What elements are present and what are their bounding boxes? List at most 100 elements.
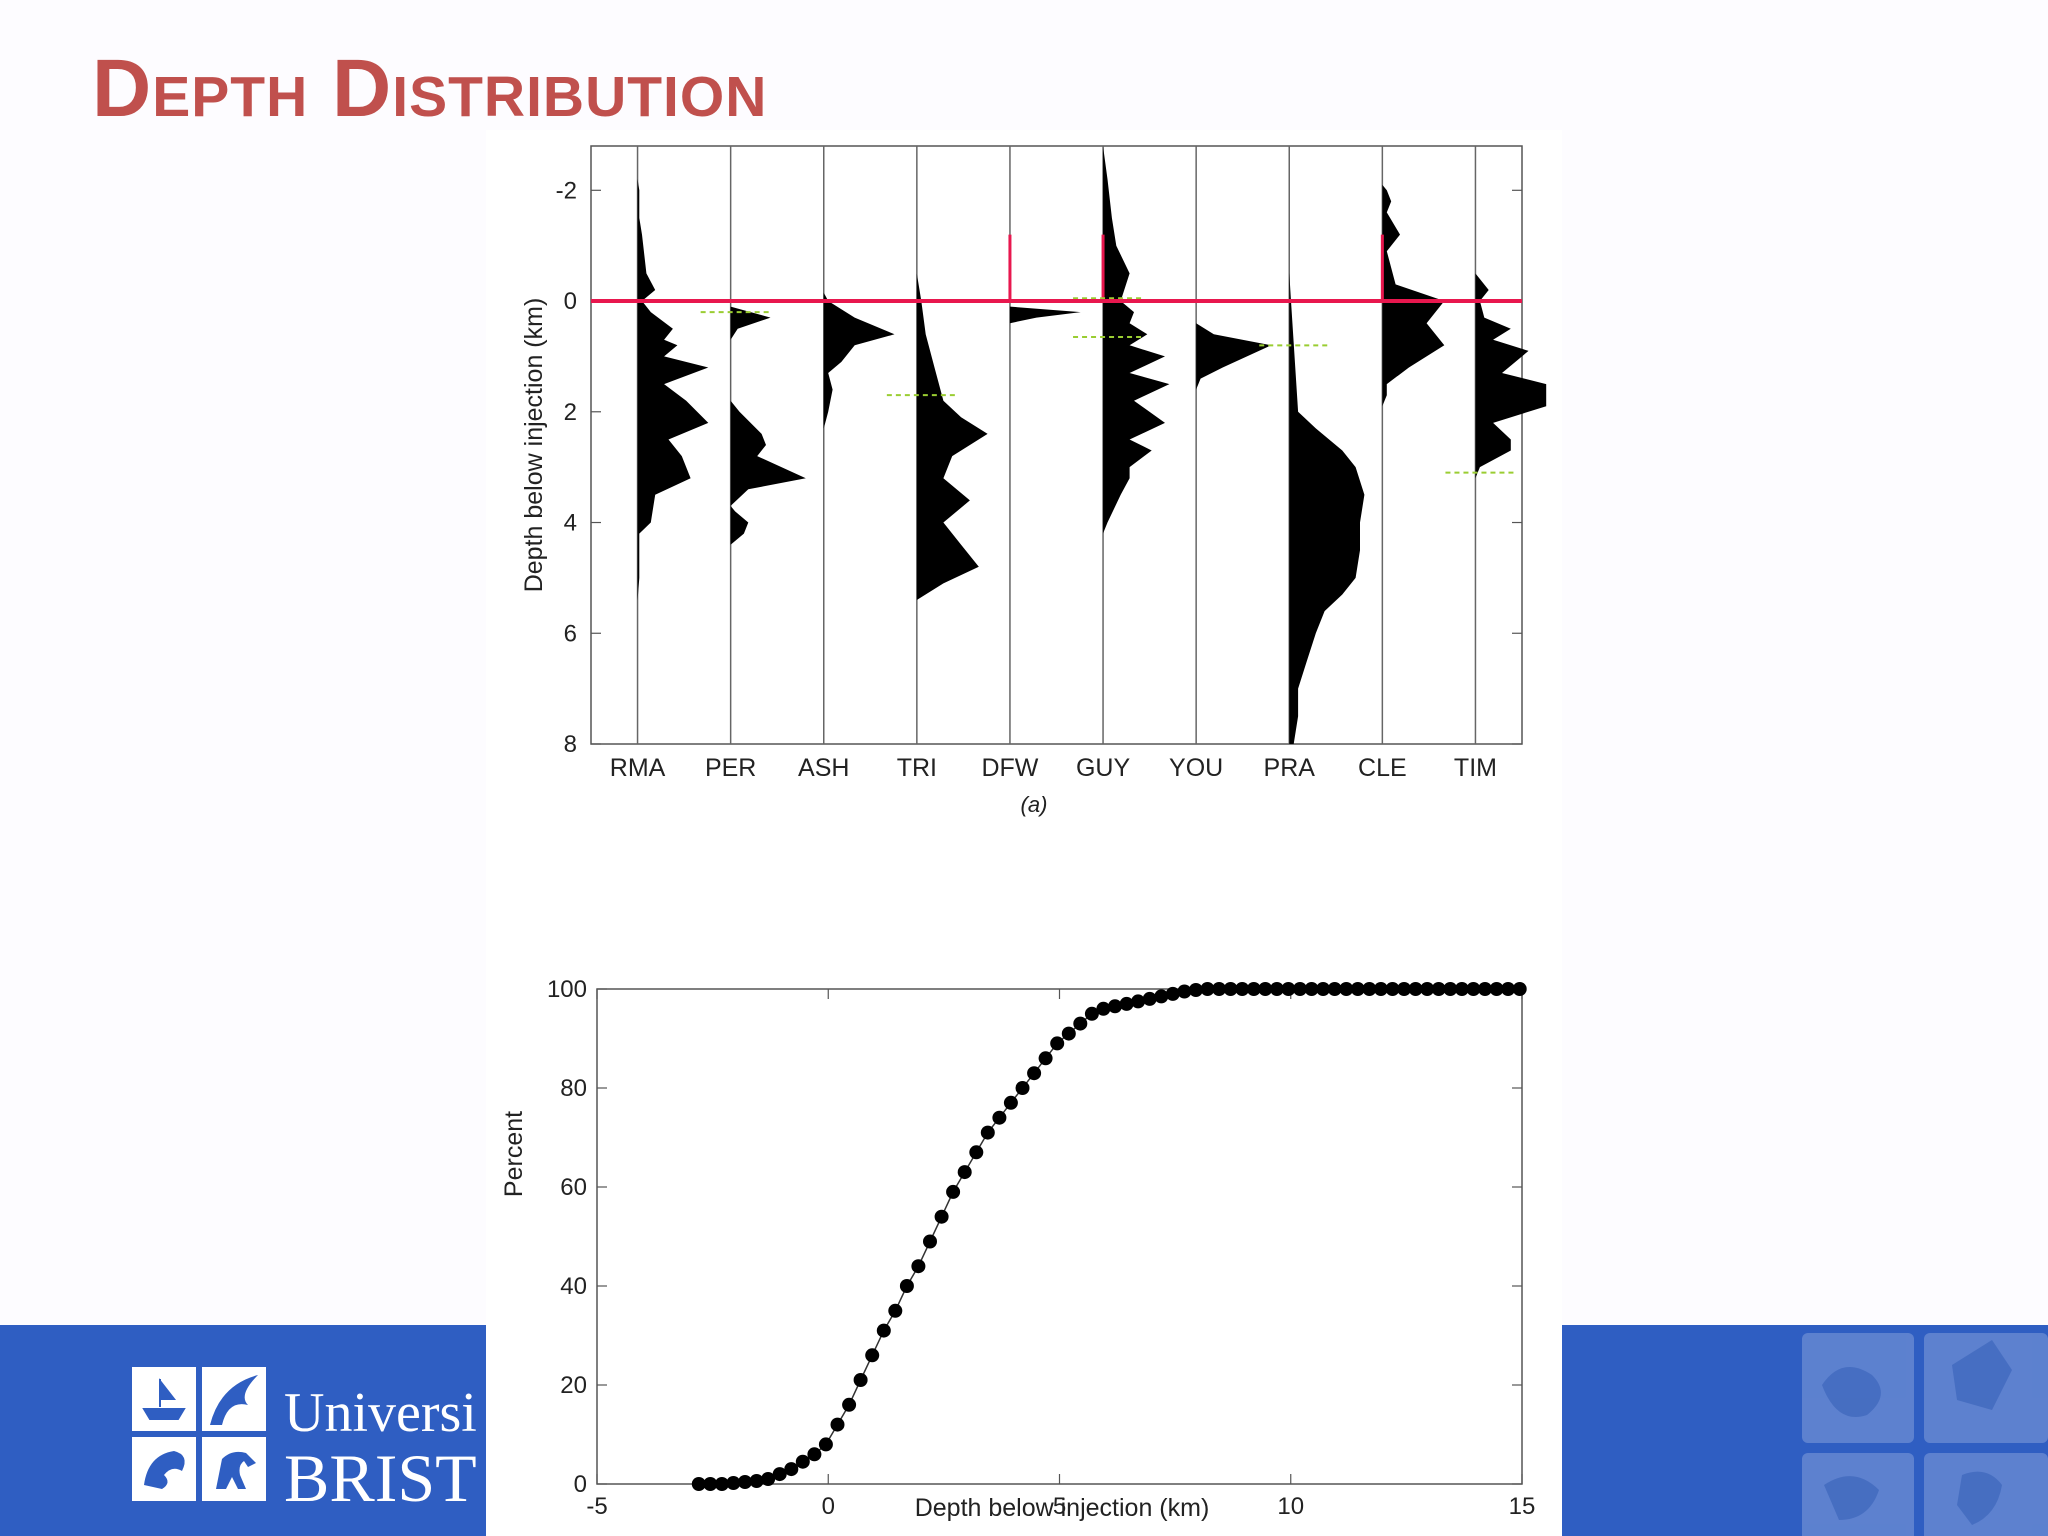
category-label: PER: [705, 754, 756, 782]
data-point: [1235, 982, 1250, 996]
plot-frame: [596, 988, 1523, 1485]
chart-b-xlabel: Depth below injection (km): [915, 1494, 1210, 1522]
data-point: [1212, 982, 1227, 996]
depth-histogram-chart: Depth below injection (km) (a) -2 0 2 4 6 8 RM…: [520, 145, 1547, 817]
data-point: [1050, 1036, 1065, 1051]
data-point: [1061, 1026, 1076, 1041]
data-point: [992, 1110, 1007, 1125]
category-label: ASH: [798, 754, 849, 782]
university-crest-icon: [132, 1367, 266, 1501]
histogram-pra: [1289, 273, 1365, 744]
histogram-tim: [1475, 273, 1547, 479]
crest-watermark: [1802, 1333, 2048, 1536]
y-tick-label: 0: [574, 1471, 587, 1498]
data-point: [1431, 982, 1446, 996]
data-point: [749, 1474, 764, 1488]
histogram-tri: [916, 273, 988, 601]
data-point: [1512, 982, 1527, 996]
data-point: [899, 1279, 914, 1293]
data-point: [1304, 982, 1319, 996]
data-point: [818, 1437, 833, 1452]
cumulative-percent-chart: Percent Depth below injection (km) 0 20 40…: [500, 976, 1536, 1522]
university-logo: Universi BRIST: [130, 1365, 486, 1516]
data-point: [1177, 984, 1192, 999]
data-point: [1015, 1081, 1030, 1095]
data-point: [1373, 982, 1388, 996]
data-point: [957, 1165, 972, 1180]
x-tick-label: -5: [586, 1493, 607, 1520]
data-point: [876, 1323, 891, 1338]
footer-band-right: [1562, 1325, 2048, 1536]
data-point: [1096, 1001, 1111, 1016]
x-tick-label: 15: [1509, 1493, 1536, 1520]
data-point: [923, 1234, 937, 1249]
data-point: [1142, 991, 1157, 1006]
category-label: TRI: [897, 754, 937, 782]
y-tick-label: 40: [560, 1273, 587, 1300]
data-point: [1108, 999, 1122, 1014]
data-point: [703, 1477, 718, 1491]
data-point: [1281, 982, 1296, 996]
y-tick-label: 4: [564, 510, 577, 537]
data-point: [761, 1472, 776, 1486]
slide-title: Depth Distribution: [92, 43, 768, 134]
data-point: [830, 1417, 845, 1432]
category-label: RMA: [610, 754, 666, 782]
data-point: [1478, 982, 1492, 996]
x-tick-label: 0: [822, 1493, 835, 1520]
data-point: [1443, 982, 1458, 996]
data-point: [1165, 986, 1180, 1001]
y-tick-label: -2: [556, 177, 577, 204]
data-point: [1258, 982, 1273, 996]
data-point: [865, 1348, 880, 1363]
data-point: [1408, 982, 1423, 996]
histogram-guy: [1103, 146, 1170, 534]
category-label: GUY: [1076, 754, 1131, 782]
category-label: YOU: [1169, 754, 1223, 782]
data-point: [980, 1125, 995, 1140]
y-tick-label: 20: [560, 1372, 587, 1399]
data-point: [1003, 1095, 1018, 1110]
logo-text-line2: BRIST: [284, 1440, 477, 1516]
data-point: [1027, 1066, 1042, 1081]
data-point: [969, 1145, 984, 1160]
data-point: [1489, 982, 1504, 996]
histogram-dfw: [1009, 306, 1081, 324]
x-tick-label: 5: [1053, 1493, 1066, 1520]
data-point: [853, 1373, 868, 1387]
data-point: [934, 1209, 949, 1224]
category-label: TIM: [1454, 754, 1497, 782]
y-tick-label: 0: [564, 288, 577, 315]
data-point: [1223, 982, 1238, 996]
data-point: [1339, 982, 1354, 996]
histogram-you: [1196, 323, 1272, 390]
data-point: [1293, 982, 1307, 996]
y-tick-label: 60: [560, 1174, 587, 1201]
y-tick-label: 2: [564, 399, 577, 426]
data-point: [726, 1476, 741, 1490]
data-point: [911, 1259, 926, 1274]
figure-panel: Depth below injection (km) (a) -2 0 2 4 6 8 RM…: [486, 130, 1562, 1536]
category-label: CLE: [1358, 754, 1407, 782]
data-point: [1466, 982, 1481, 996]
data-point: [795, 1454, 810, 1469]
category-label: PRA: [1264, 754, 1316, 782]
data-point: [946, 1184, 961, 1199]
data-point: [1350, 982, 1365, 996]
data-point: [1269, 982, 1284, 996]
y-tick-label: 6: [564, 620, 577, 647]
data-point: [784, 1462, 799, 1477]
data-point: [1131, 994, 1146, 1009]
data-point: [1246, 982, 1261, 996]
data-point: [1073, 1016, 1088, 1031]
logo-text-line1: Universi: [284, 1382, 477, 1444]
data-point: [738, 1475, 752, 1489]
chart-a-ylabel: Depth below injection (km): [520, 298, 548, 593]
y-tick-label: 80: [560, 1075, 587, 1102]
histogram-ash: [823, 292, 895, 429]
data-point: [1327, 982, 1342, 996]
data-point: [1316, 982, 1331, 996]
histogram-cle: [1382, 184, 1445, 407]
category-label: DFW: [981, 754, 1038, 782]
data-point: [1154, 989, 1169, 1004]
